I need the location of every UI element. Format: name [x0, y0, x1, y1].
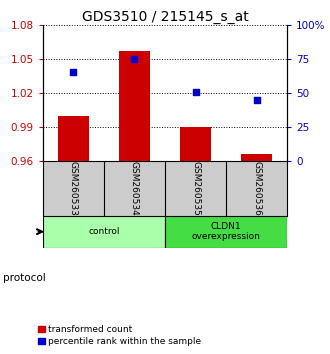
- Point: [193, 89, 198, 95]
- Point: [71, 70, 76, 75]
- Bar: [43, 216, 165, 248]
- Text: GSM260536: GSM260536: [252, 161, 261, 216]
- Text: protocol: protocol: [3, 273, 46, 283]
- Text: GSM260533: GSM260533: [69, 161, 78, 216]
- Text: GSM260534: GSM260534: [130, 161, 139, 216]
- Bar: [58, 116, 89, 161]
- Title: GDS3510 / 215145_s_at: GDS3510 / 215145_s_at: [82, 10, 248, 24]
- Bar: [180, 127, 211, 161]
- Text: CLDN1
overexpression: CLDN1 overexpression: [192, 222, 260, 241]
- Bar: [241, 154, 272, 161]
- Bar: [119, 51, 150, 161]
- Point: [254, 97, 259, 103]
- Legend: transformed count, percentile rank within the sample: transformed count, percentile rank withi…: [38, 325, 202, 346]
- Text: GSM260535: GSM260535: [191, 161, 200, 216]
- Bar: [165, 216, 287, 248]
- Text: control: control: [88, 227, 120, 236]
- Point: [132, 56, 137, 62]
